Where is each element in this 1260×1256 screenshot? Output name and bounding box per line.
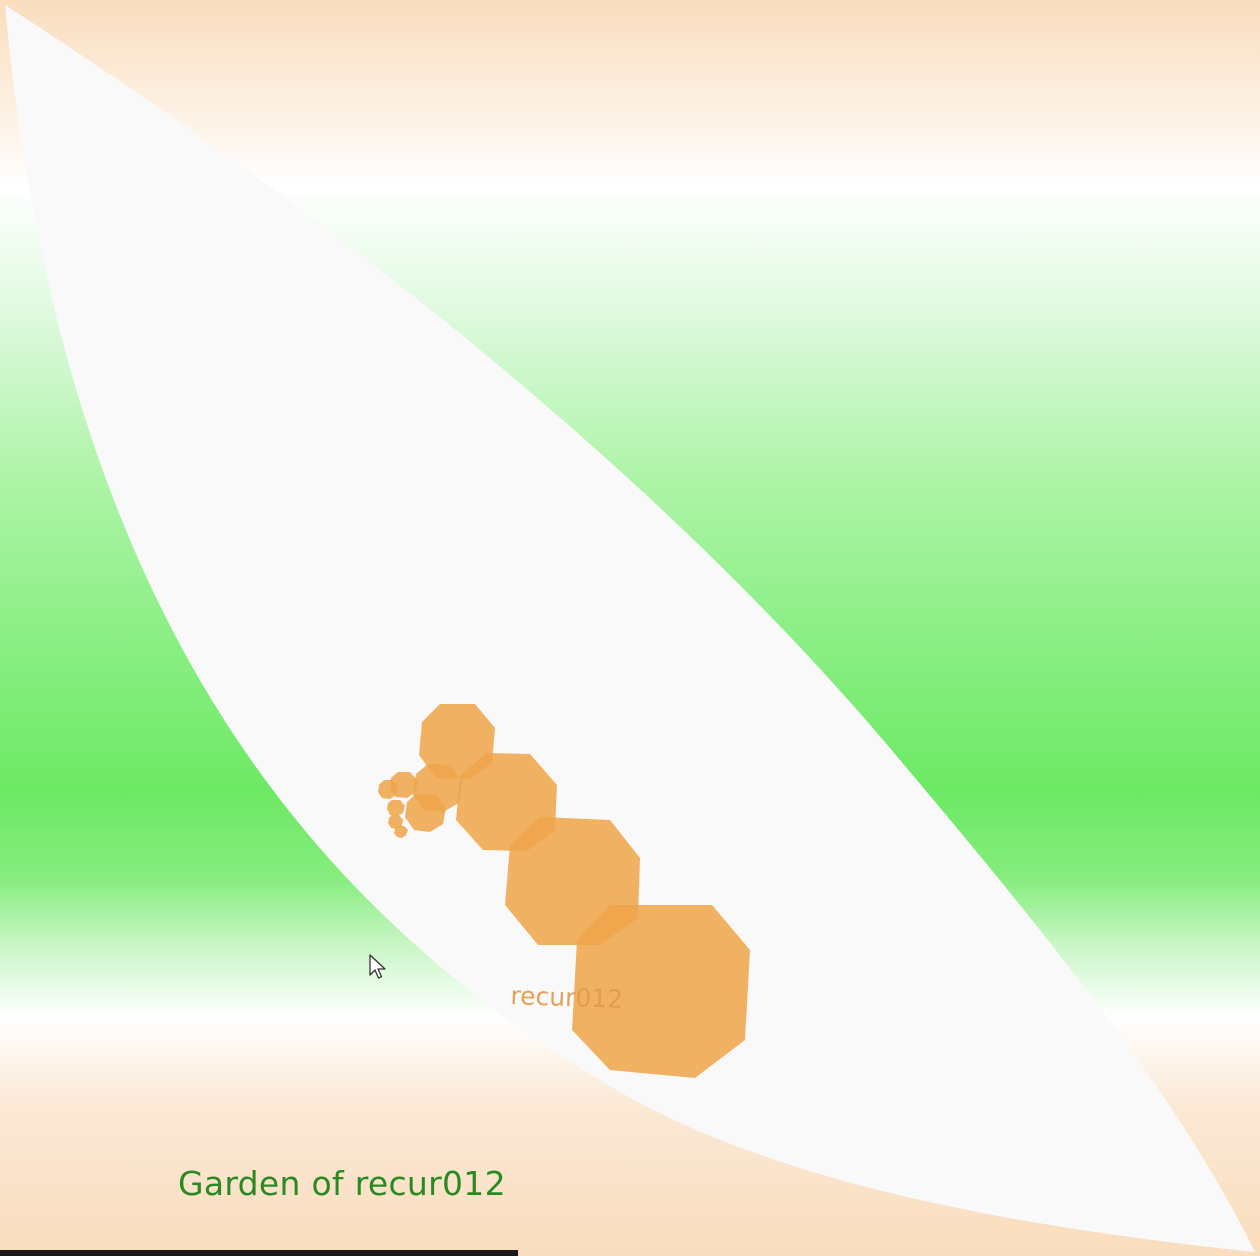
page-title: Garden of recur012 xyxy=(178,1164,506,1203)
octagon-chain xyxy=(378,704,750,1078)
leaf-shape xyxy=(5,5,1255,1252)
octagon-7 xyxy=(390,772,418,798)
octagon-6 xyxy=(405,794,446,832)
octagon-9 xyxy=(387,800,405,816)
octagon-2 xyxy=(505,817,640,945)
octagon-10 xyxy=(388,815,403,829)
octagon-4 xyxy=(419,704,495,779)
octagon-11 xyxy=(394,826,408,838)
bottom-edge-bar xyxy=(0,1250,518,1256)
octagon-8 xyxy=(378,780,398,799)
octagon-3 xyxy=(456,753,557,851)
blob-label: recur012 xyxy=(509,981,624,1014)
mouse-pointer-icon xyxy=(369,954,386,979)
octagon-1 xyxy=(572,905,750,1078)
